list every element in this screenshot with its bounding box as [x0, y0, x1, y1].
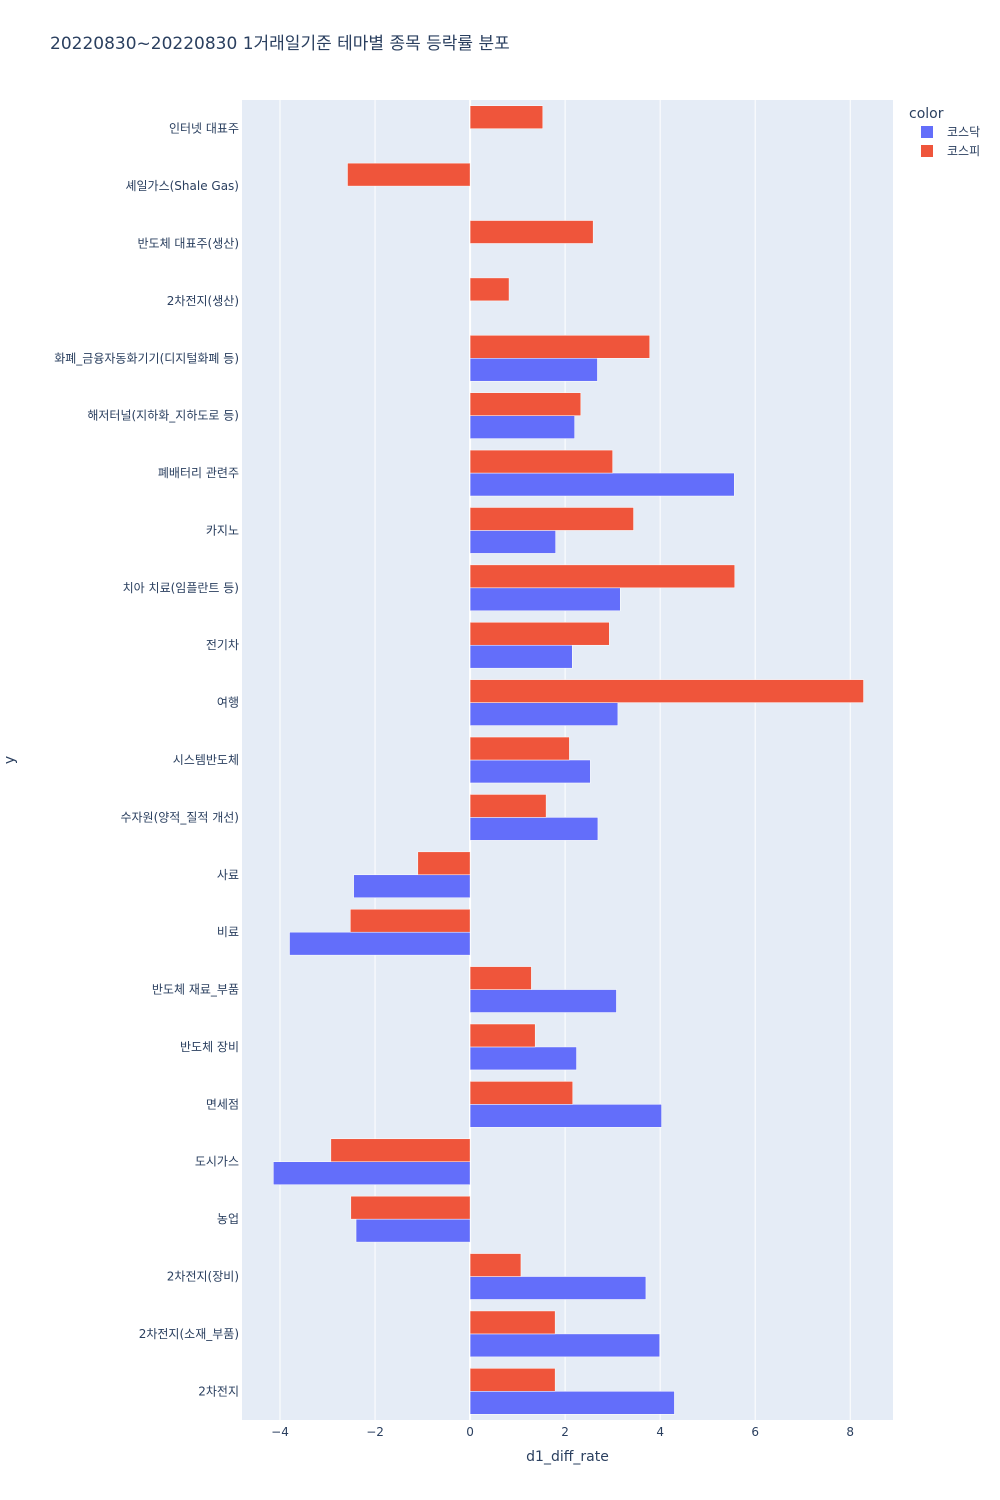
- bar-kosdaq: [469, 1046, 577, 1071]
- bar-kosdaq: [469, 1104, 662, 1128]
- y-tick-label: 시스템반도체: [173, 753, 239, 767]
- y-tick-label: 반도체 장비: [180, 1040, 239, 1054]
- bar-kospi: [469, 1081, 573, 1105]
- chart-title: 20220830~20220830 1거래일기준 테마별 종목 등락률 분포: [50, 34, 510, 54]
- bar-kospi: [417, 851, 471, 876]
- y-tick-label: 카지노: [206, 523, 239, 537]
- y-tick-label: 전기차: [206, 638, 239, 652]
- bar-kosdaq: [469, 358, 598, 382]
- bar-kospi: [469, 507, 634, 531]
- bar-kosdaq: [353, 874, 471, 898]
- x-tick-label: −2: [366, 1425, 384, 1439]
- bar-kospi: [330, 1138, 471, 1162]
- bar-kosdaq: [469, 1333, 660, 1358]
- y-tick-label: 수자원(양적_질적 개선): [120, 810, 239, 824]
- bar-kosdaq: [469, 702, 619, 726]
- bar-kospi: [469, 335, 650, 359]
- y-tick-label: 도시가스: [195, 1155, 239, 1169]
- bar-kosdaq: [289, 931, 471, 956]
- bar-kosdaq: [273, 1161, 471, 1185]
- y-tick-label: 화폐_금융자동화기기(디지털화폐 등): [54, 351, 239, 365]
- x-tick-labels: −4 −2 0 2 4 6 8: [271, 1425, 854, 1439]
- bar-kosdaq: [469, 1391, 675, 1415]
- bar-kospi: [469, 105, 544, 129]
- bar-kospi: [350, 1195, 471, 1220]
- bar-kosdaq: [469, 759, 591, 784]
- x-tick-label: 0: [466, 1425, 474, 1439]
- bar-kospi: [350, 908, 471, 933]
- bar-kosdaq: [469, 817, 599, 841]
- legend-label: 코스피: [947, 144, 980, 158]
- y-tick-label: 폐배터리 관련주: [158, 466, 239, 480]
- y-tick-label: 농업: [217, 1212, 239, 1226]
- bar-kospi: [469, 1023, 536, 1048]
- y-tick-label: 반도체 대표주(생산): [138, 236, 240, 250]
- bar-kosdaq: [469, 1276, 647, 1300]
- bar-kospi: [469, 794, 547, 818]
- y-tick-label: 인터넷 대표주: [169, 122, 239, 136]
- y-axis-title: y: [2, 756, 18, 764]
- bar-kospi: [347, 162, 471, 187]
- bar-kosdaq: [355, 1218, 471, 1243]
- y-tick-label: 해저터널(지하화_지하도로 등): [87, 409, 239, 423]
- y-tick-label: 치아 치료(임플란트 등): [123, 581, 239, 595]
- bar-kosdaq: [469, 644, 573, 669]
- bar-kospi: [469, 564, 736, 589]
- bar-kosdaq: [469, 415, 575, 439]
- y-tick-label: 2차전지: [198, 1384, 239, 1398]
- bar-kosdaq: [469, 989, 617, 1013]
- bar-kosdaq: [469, 587, 621, 612]
- legend-swatch: [921, 126, 933, 138]
- bar-kospi: [469, 736, 570, 761]
- legend-swatch: [921, 145, 933, 157]
- y-tick-label: 면세점: [206, 1097, 239, 1111]
- legend-title: color: [909, 106, 944, 122]
- x-axis-title: d1_diff_rate: [526, 1449, 609, 1465]
- bar-kospi: [469, 392, 582, 416]
- y-tick-label: 여행: [217, 695, 239, 710]
- y-tick-label: 사료: [217, 868, 239, 882]
- x-tick-label: 6: [751, 1425, 759, 1439]
- x-tick-label: 4: [656, 1425, 664, 1439]
- bar-kospi: [469, 679, 864, 703]
- bar-kospi: [469, 1253, 522, 1277]
- bar-kospi: [469, 277, 510, 302]
- x-tick-label: 8: [846, 1425, 854, 1439]
- bar-kospi: [469, 966, 532, 990]
- bar-kospi: [469, 1368, 556, 1392]
- bar-kosdaq: [469, 530, 556, 554]
- y-tick-label: 2차전지(장비): [167, 1270, 239, 1284]
- x-tick-label: 2: [561, 1425, 569, 1439]
- y-tick-label: 셰일가스(Shale Gas): [125, 179, 239, 193]
- y-tick-label: 비료: [217, 925, 239, 939]
- y-tick-label: 반도체 재료_부품: [152, 983, 239, 997]
- bar-kospi: [469, 622, 610, 646]
- legend-label: 코스닥: [947, 125, 980, 139]
- bar-kospi: [469, 449, 613, 474]
- y-tick-label: 2차전지(소재_부품): [139, 1327, 239, 1341]
- y-tick-label: 2차전지(생산): [167, 294, 239, 308]
- bar-kosdaq: [469, 472, 735, 497]
- bar-kospi: [469, 220, 594, 244]
- bars-group: [273, 105, 864, 1415]
- bar-kospi: [469, 1310, 556, 1335]
- x-tick-label: −4: [271, 1425, 289, 1439]
